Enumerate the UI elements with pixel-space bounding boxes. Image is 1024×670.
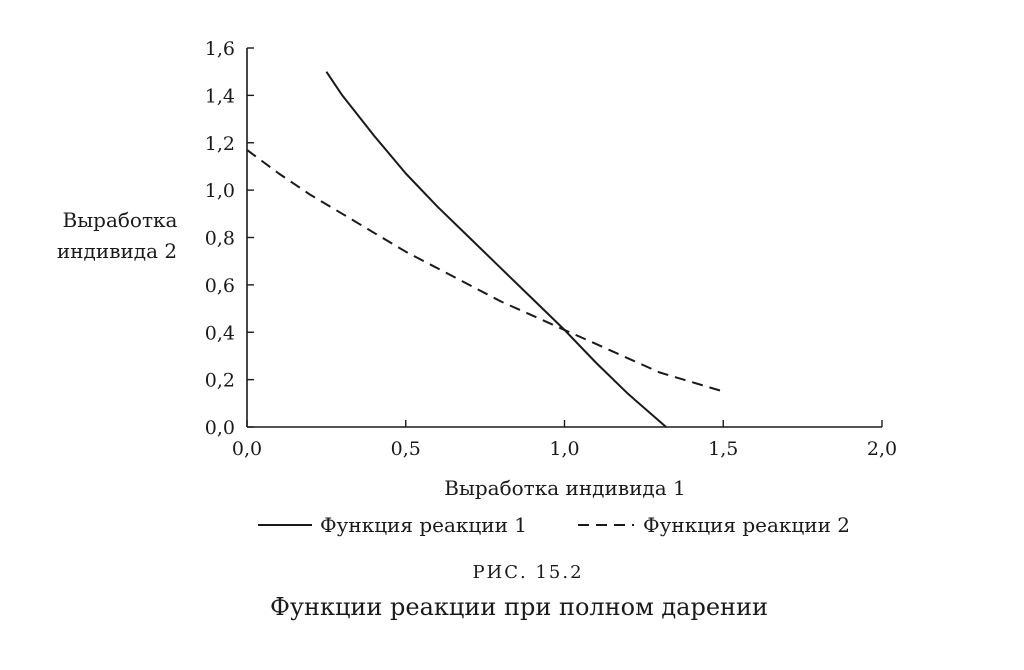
y-axis-title-line-2: индивида 2: [57, 239, 177, 263]
x-axis-title: Выработка индивида 1: [444, 476, 685, 500]
y-axis-title-line-1: Выработка: [63, 208, 178, 232]
series-line-2: [246, 149, 724, 393]
y-tick-label: 0,6: [205, 275, 235, 297]
series-line-1: [325, 71, 667, 428]
y-tick-label: 0,2: [205, 370, 235, 392]
x-tick-label: 2,0: [867, 438, 897, 460]
legend-label-series-1: Функция реакции 1: [320, 513, 527, 537]
y-tick-label: 1,2: [205, 133, 235, 155]
plot-area: 0,0 0,5 1,0 1,5 2,0 0,0 0,2 0,4 0,6 0,8 1,0 1,2 1,4…: [205, 38, 897, 460]
y-tick-label: 0,0: [205, 417, 235, 439]
y-tick-label: 1,0: [205, 180, 235, 202]
x-tick-label: 0,0: [232, 438, 262, 460]
y-tick-label: 0,4: [205, 322, 235, 344]
y-ticks: 0,0 0,2 0,4 0,6 0,8 1,0 1,2 1,4 1,6: [205, 38, 254, 439]
series-layer: [246, 71, 724, 428]
x-tick-label: 1,0: [549, 438, 579, 460]
figure-number: РИС. 15.2: [472, 562, 583, 583]
x-tick-label: 1,5: [708, 438, 738, 460]
legend: Функция реакции 1 Функция реакции 2: [258, 513, 850, 537]
x-tick-label: 0,5: [391, 438, 421, 460]
x-ticks: 0,0 0,5 1,0 1,5 2,0: [232, 420, 897, 460]
y-tick-label: 0,8: [205, 228, 235, 250]
y-tick-label: 1,6: [205, 38, 235, 60]
legend-label-series-2: Функция реакции 2: [643, 513, 850, 537]
y-tick-label: 1,4: [205, 85, 235, 107]
figure-caption: Функции реакции при полном дарении: [270, 593, 768, 621]
